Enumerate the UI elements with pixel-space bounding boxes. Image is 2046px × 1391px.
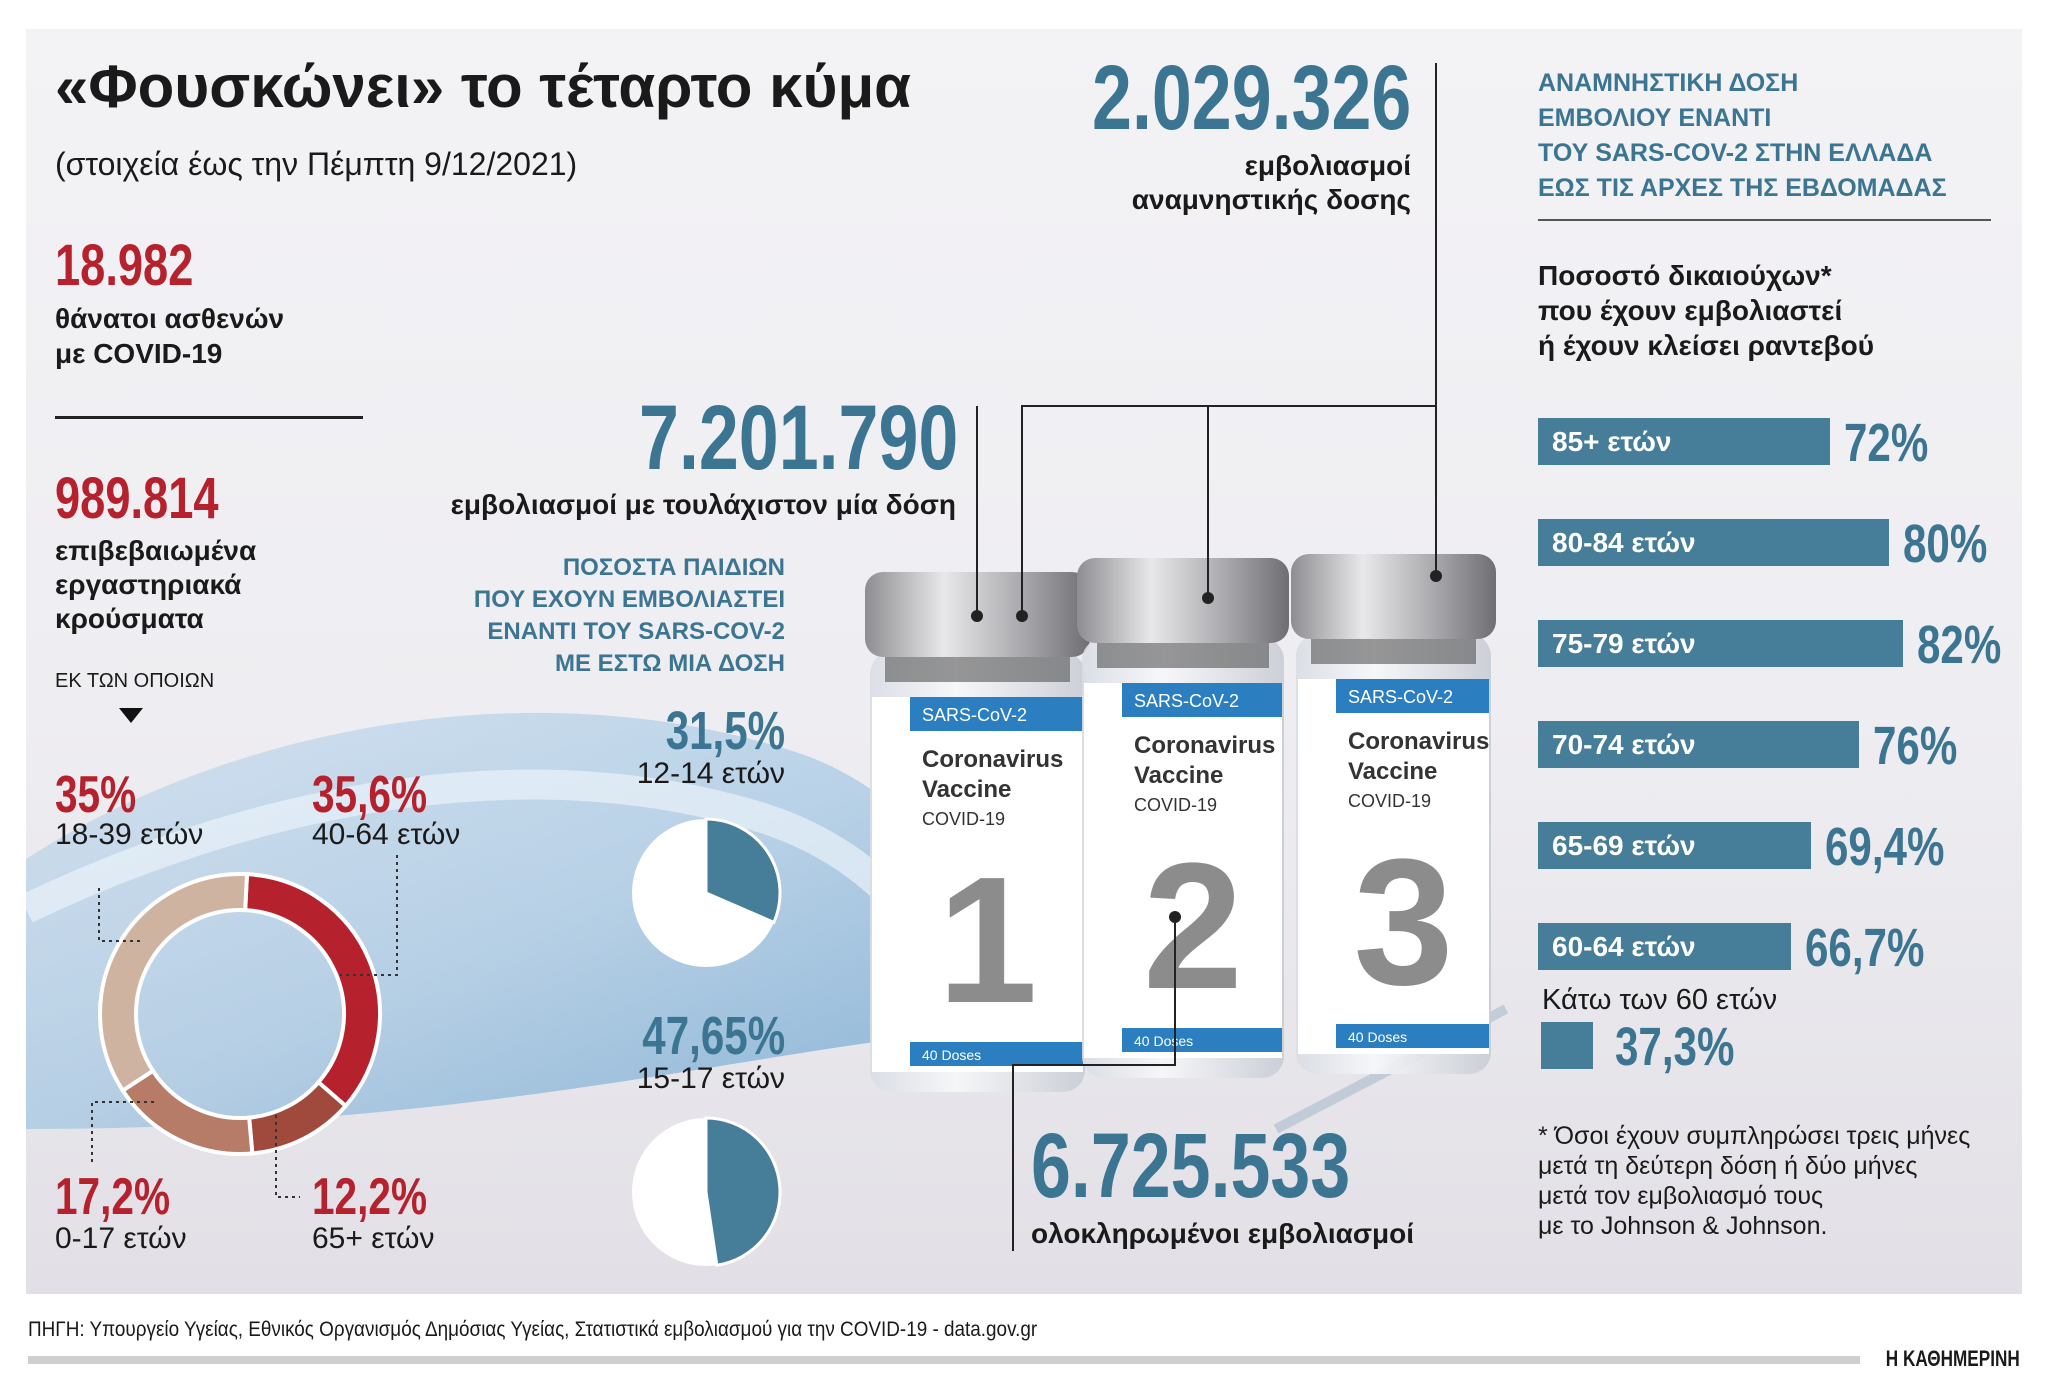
- vial-doses: 40 Doses: [1348, 1029, 1407, 1045]
- booster-label-1: εμβολιασμοί: [1244, 150, 1411, 181]
- bar-60-64 ετών: 60-64 ετών: [1538, 923, 1792, 970]
- connector-dot: [1202, 592, 1214, 604]
- connector: [1207, 406, 1209, 598]
- under-60-label: Κάτω των 60 ετών: [1542, 984, 1778, 1016]
- bar-value: 69,4%: [1825, 817, 1945, 877]
- vial-3: SARS-CoV-2 Coronavirus Vaccine COVID-19 3 40 …: [1291, 554, 1496, 1074]
- deaths-value: 18.982: [55, 233, 194, 298]
- first-dose-value: 7.201.790: [638, 387, 958, 489]
- bar-under-60: [1541, 1022, 1593, 1069]
- connector-dot: [1430, 570, 1442, 582]
- connector-dot: [1016, 610, 1028, 622]
- vial-1: SARS-CoV-2 Coronavirus Vaccine COVID-19 1 40 …: [865, 572, 1090, 1092]
- connector: [1174, 917, 1176, 1065]
- bar-80-84 ετών: 80-84 ετών: [1538, 519, 1889, 566]
- cases-label-1: επιβεβαιωμένα: [55, 535, 257, 566]
- bar-value: 76%: [1873, 716, 1958, 776]
- vial-brand: SARS-CoV-2: [922, 705, 1027, 725]
- connector: [1012, 1064, 1014, 1251]
- connector: [976, 406, 978, 616]
- page-title: «Φουσκώνει» το τέταρτο κύμα: [55, 53, 912, 120]
- vial-number: 3: [1353, 822, 1453, 1023]
- pie-12-14: [632, 817, 782, 967]
- vial-name: Coronavirus: [1348, 728, 1489, 755]
- bar-chart-title: Ποσοστό δικαιούχων* που έχουν εμβολιαστεί…: [1538, 260, 1875, 361]
- source-text: ΠΗΓΗ: Υπουργείο Υγείας, Εθνικός Οργανισμ…: [28, 1318, 1038, 1341]
- connector: [1021, 405, 1437, 407]
- deaths-label-1: θάνατοι ασθενών: [55, 303, 285, 334]
- donut-slice-0-17 ετών: [119, 1068, 255, 1156]
- pie-slice-12-14 ετών: [704, 817, 782, 925]
- vial-name: COVID-19: [1134, 795, 1217, 815]
- vial-doses: 40 Doses: [1134, 1033, 1193, 1049]
- vial-name: Coronavirus: [922, 746, 1063, 773]
- vial-name: Coronavirus: [1134, 732, 1275, 759]
- footnote: * Όσοι έχουν συμπληρώσει τρεις μήνες μετά…: [1538, 1122, 1971, 1240]
- page-subtitle: (στοιχεία έως την Πέμπτη 9/12/2021): [55, 146, 578, 182]
- footer-bar: [28, 1356, 1860, 1364]
- donut-label-40-64: 40-64 ετών: [312, 818, 461, 851]
- deaths-label-2: με COVID-19: [55, 338, 223, 369]
- bar-value: 72%: [1844, 413, 1929, 473]
- donut-slice-40-64 ετών: [243, 872, 382, 1109]
- triangle-down-icon: [119, 708, 143, 723]
- bar-value: 82%: [1917, 615, 2002, 675]
- vial-number: 1: [937, 840, 1037, 1041]
- bar-value: 66,7%: [1805, 918, 1925, 978]
- pie-15-17: [632, 1116, 782, 1267]
- vial-number: 2: [1143, 826, 1243, 1027]
- donut-slice-65+ ετών: [246, 1079, 349, 1156]
- children-header: ΠΟΣΟΣΤΑ ΠΑΙΔΙΩΝ ΠΟΥ ΕΧΟΥΝ ΕΜΒΟΛΙΑΣΤΕΙ ΕΝΑΝ…: [473, 554, 785, 677]
- vial-name: Vaccine: [1134, 762, 1223, 789]
- vial-2: SARS-CoV-2 Coronavirus Vaccine COVID-19 2 40 …: [1077, 558, 1289, 1078]
- age-donut-chart: [98, 872, 382, 1156]
- vial-brand: SARS-CoV-2: [1134, 691, 1239, 711]
- vial-name: Vaccine: [922, 776, 1011, 803]
- completed-label: ολοκληρωμένοι εμβολιασμοί: [1031, 1218, 1415, 1249]
- first-dose-label: εμβολιασμοί με τουλάχιστον μία δόση: [450, 489, 956, 520]
- donut-label-0-17-value: 17,2%: [55, 1168, 171, 1226]
- booster-label-2: αναμνηστικής δοσης: [1131, 184, 1411, 215]
- donut-slice-18-39 ετών: [98, 872, 250, 1094]
- donut-label-0-17: 0-17 ετών: [55, 1222, 187, 1255]
- children-15-17-value: 47,65%: [642, 1006, 785, 1066]
- bar-70-74 ετών: 70-74 ετών: [1538, 721, 1860, 768]
- connector: [1021, 406, 1023, 616]
- cases-label-2: εργαστηριακά: [55, 569, 242, 600]
- donut-label-40-64-value: 35,6%: [312, 766, 428, 824]
- booster-header: ΑΝΑΜΝΗΣΤΙΚΗ ΔΟΣΗ ΕΜΒΟΛΙΟΥ ΕΝΑΝΤΙ ΤΟΥ SARS-…: [1538, 69, 1947, 202]
- vaccine-vials-photo: SARS-CoV-2 Coronavirus Vaccine COVID-19 1 40 …: [865, 554, 1496, 1092]
- vial-doses: 40 Doses: [922, 1047, 981, 1063]
- bar-value: 80%: [1902, 514, 1987, 574]
- vial-name: Vaccine: [1348, 758, 1437, 785]
- vial-name: COVID-19: [1348, 791, 1431, 811]
- connector-dot: [1169, 911, 1181, 923]
- children-15-17-label: 15-17 ετών: [636, 1062, 785, 1095]
- donut-label-18-39-value: 35%: [55, 766, 137, 824]
- pie-slice-15-17 ετών: [704, 1116, 782, 1267]
- vial-brand: SARS-CoV-2: [1348, 687, 1453, 707]
- bar-65-69 ετών: 65-69 ετών: [1538, 822, 1811, 869]
- divider: [55, 416, 363, 419]
- donut-label-18-39: 18-39 ετών: [55, 818, 204, 851]
- connector: [1012, 1064, 1176, 1066]
- donut-label-65plus: 65+ ετών: [312, 1222, 435, 1255]
- divider: [1538, 219, 1991, 221]
- bar-75-79 ετών: 75-79 ετών: [1538, 620, 1904, 667]
- children-12-14-value: 31,5%: [665, 701, 785, 761]
- booster-value: 2.029.326: [1091, 47, 1411, 149]
- of-which-label: ΕΚ ΤΩΝ ΟΠΟΙΩΝ: [55, 670, 215, 692]
- publisher-logo: Η ΚΑΘΗΜΕΡΙΝΗ: [1886, 1346, 2020, 1371]
- vial-name: COVID-19: [922, 809, 1005, 829]
- donut-label-65plus-value: 12,2%: [312, 1168, 428, 1226]
- connector-dot: [971, 610, 983, 622]
- cases-value: 989.814: [55, 466, 219, 531]
- connector: [1435, 63, 1437, 576]
- cases-label-3: κρούσματα: [55, 603, 204, 634]
- completed-value: 6.725.533: [1031, 1115, 1351, 1217]
- children-12-14-label: 12-14 ετών: [636, 757, 785, 790]
- bar-85+ ετών: 85+ ετών: [1538, 418, 1831, 465]
- bar-value-under-60: 37,3%: [1615, 1017, 1735, 1077]
